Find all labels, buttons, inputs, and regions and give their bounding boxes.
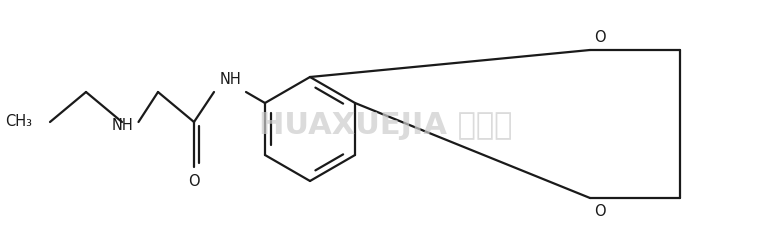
Text: NH: NH — [111, 118, 133, 132]
Text: HUAXUEJIA 化学加: HUAXUEJIA 化学加 — [259, 110, 513, 139]
Text: O: O — [594, 204, 606, 218]
Text: O: O — [188, 174, 200, 188]
Text: NH: NH — [219, 72, 241, 88]
Text: CH₃: CH₃ — [5, 114, 32, 130]
Text: O: O — [594, 30, 606, 44]
